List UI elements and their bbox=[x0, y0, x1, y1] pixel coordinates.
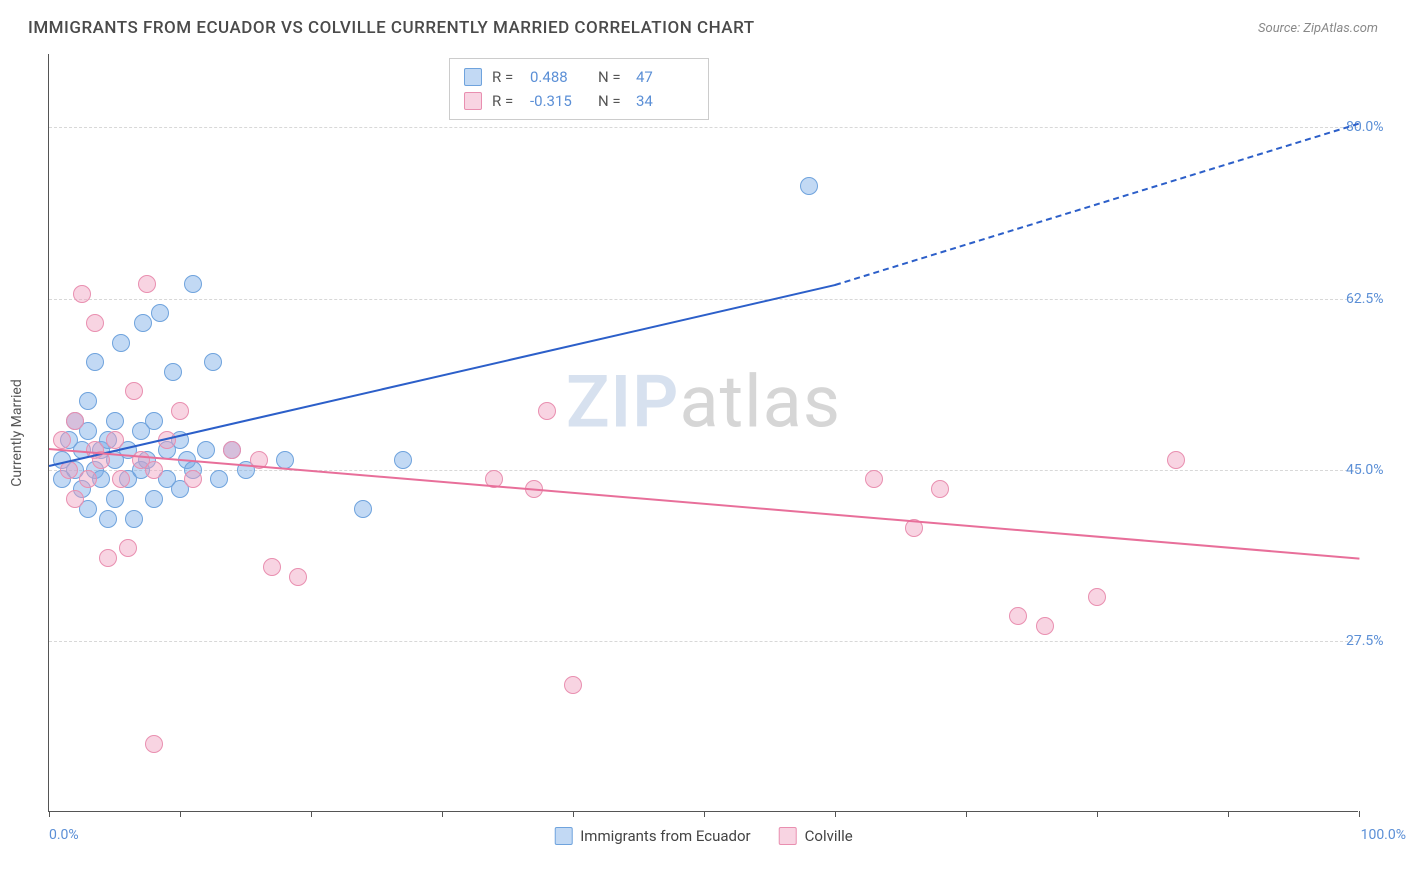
legend-row-2: R = -0.315 N = 34 bbox=[464, 89, 694, 113]
series2-swatch bbox=[464, 92, 482, 110]
gridline bbox=[49, 641, 1358, 642]
x-max-label: 100.0% bbox=[1361, 827, 1406, 843]
y-tick-label: 80.0% bbox=[1346, 119, 1406, 135]
data-point bbox=[1088, 588, 1106, 606]
data-point bbox=[1036, 617, 1054, 635]
data-point bbox=[184, 275, 202, 293]
chart-container: Currently Married ZIPatlas R = 0.488 N =… bbox=[48, 54, 1378, 844]
data-point bbox=[106, 431, 124, 449]
data-point bbox=[66, 412, 84, 430]
x-tick bbox=[1228, 811, 1229, 817]
source-label: Source: ZipAtlas.com bbox=[1258, 21, 1378, 36]
y-tick-label: 45.0% bbox=[1346, 462, 1406, 478]
x-tick bbox=[311, 811, 312, 817]
watermark: ZIPatlas bbox=[566, 360, 841, 445]
data-point bbox=[86, 314, 104, 332]
data-point bbox=[164, 363, 182, 381]
series2-swatch bbox=[779, 827, 797, 845]
data-point bbox=[119, 539, 137, 557]
legend-item-2: Colville bbox=[779, 827, 853, 845]
data-point bbox=[99, 549, 117, 567]
data-point bbox=[171, 402, 189, 420]
gridline bbox=[49, 127, 1358, 128]
x-tick bbox=[442, 811, 443, 817]
data-point bbox=[1009, 607, 1027, 625]
data-point bbox=[354, 500, 372, 518]
series1-n-value: 47 bbox=[636, 68, 694, 86]
data-point bbox=[73, 285, 91, 303]
data-point bbox=[197, 441, 215, 459]
data-point bbox=[145, 735, 163, 753]
x-tick bbox=[704, 811, 705, 817]
data-point bbox=[138, 275, 156, 293]
x-tick bbox=[49, 811, 50, 817]
legend-row-1: R = 0.488 N = 47 bbox=[464, 65, 694, 89]
series2-n-value: 34 bbox=[636, 92, 694, 110]
data-point bbox=[99, 510, 117, 528]
data-point bbox=[263, 558, 281, 576]
data-point bbox=[394, 451, 412, 469]
data-point bbox=[800, 177, 818, 195]
data-point bbox=[134, 314, 152, 332]
series2-r-value: -0.315 bbox=[530, 92, 588, 110]
correlation-legend: R = 0.488 N = 47 R = -0.315 N = 34 bbox=[449, 58, 709, 120]
data-point bbox=[112, 334, 130, 352]
gridline bbox=[49, 299, 1358, 300]
y-tick-label: 27.5% bbox=[1346, 633, 1406, 649]
data-point bbox=[106, 412, 124, 430]
plot-area: Currently Married ZIPatlas R = 0.488 N =… bbox=[48, 54, 1358, 812]
watermark-zip: ZIP bbox=[566, 360, 679, 445]
y-tick-label: 62.5% bbox=[1346, 291, 1406, 307]
chart-title: IMMIGRANTS FROM ECUADOR VS COLVILLE CURR… bbox=[28, 18, 755, 38]
data-point bbox=[204, 353, 222, 371]
series2-name: Colville bbox=[805, 827, 853, 845]
trend-line bbox=[49, 448, 1359, 560]
series1-name: Immigrants from Ecuador bbox=[580, 827, 750, 845]
n-label: N = bbox=[598, 92, 626, 110]
r-label: R = bbox=[492, 92, 520, 110]
data-point bbox=[145, 412, 163, 430]
x-tick bbox=[1359, 811, 1360, 817]
data-point bbox=[66, 490, 84, 508]
series-legend: Immigrants from Ecuador Colville bbox=[554, 827, 853, 845]
data-point bbox=[289, 568, 307, 586]
data-point bbox=[125, 510, 143, 528]
data-point bbox=[79, 470, 97, 488]
data-point bbox=[125, 382, 143, 400]
data-point bbox=[223, 441, 241, 459]
series1-swatch bbox=[464, 68, 482, 86]
data-point bbox=[86, 353, 104, 371]
x-tick bbox=[835, 811, 836, 817]
y-axis-title: Currently Married bbox=[9, 379, 25, 486]
x-tick bbox=[180, 811, 181, 817]
data-point bbox=[564, 676, 582, 694]
data-point bbox=[184, 470, 202, 488]
data-point bbox=[145, 461, 163, 479]
x-tick bbox=[966, 811, 967, 817]
n-label: N = bbox=[598, 68, 626, 86]
series1-r-value: 0.488 bbox=[530, 68, 588, 86]
data-point bbox=[112, 470, 130, 488]
r-label: R = bbox=[492, 68, 520, 86]
watermark-atlas: atlas bbox=[679, 360, 841, 445]
legend-item-1: Immigrants from Ecuador bbox=[554, 827, 750, 845]
x-min-label: 0.0% bbox=[49, 827, 79, 843]
data-point bbox=[151, 304, 169, 322]
data-point bbox=[106, 490, 124, 508]
x-tick bbox=[573, 811, 574, 817]
data-point bbox=[79, 392, 97, 410]
data-point bbox=[1167, 451, 1185, 469]
data-point bbox=[145, 490, 163, 508]
series1-swatch bbox=[554, 827, 572, 845]
data-point bbox=[210, 470, 228, 488]
x-tick bbox=[1097, 811, 1098, 817]
data-point bbox=[53, 431, 71, 449]
data-point bbox=[865, 470, 883, 488]
trend-line bbox=[835, 123, 1360, 286]
data-point bbox=[538, 402, 556, 420]
data-point bbox=[931, 480, 949, 498]
